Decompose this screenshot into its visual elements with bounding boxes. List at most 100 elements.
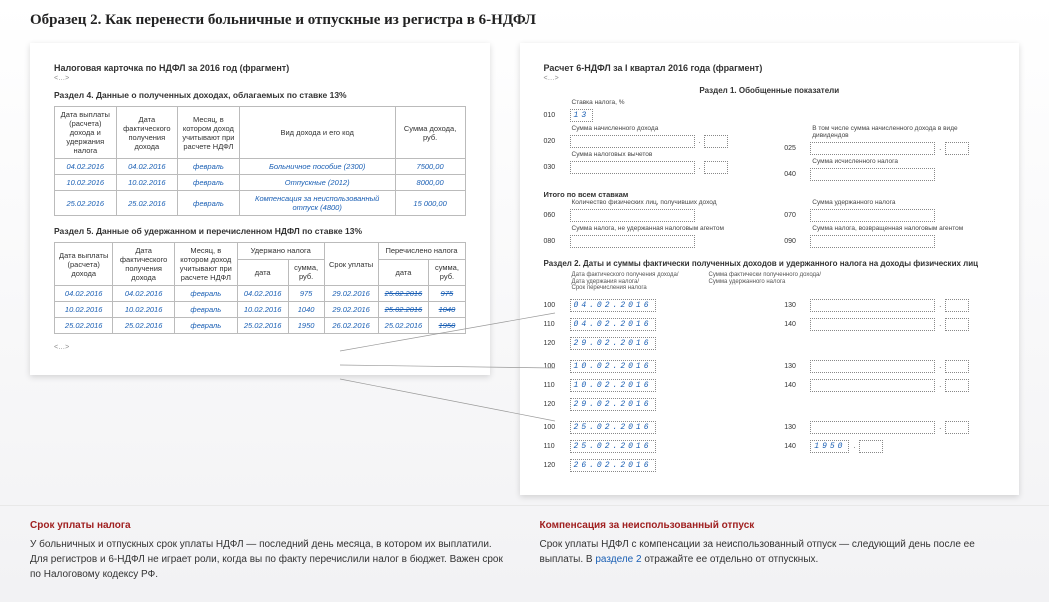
- t5-h4: Срок уплаты: [324, 243, 378, 286]
- date-block: 10004.02.2016130 . 11004.02.2016140 . 12…: [544, 296, 995, 353]
- amount-box-dec: [945, 421, 969, 434]
- table-cell: 04.02.2016: [237, 286, 288, 302]
- itogo-label: Итого по всем ставкам: [544, 190, 995, 199]
- table-cell: 04.02.2016: [55, 286, 113, 302]
- col-left-label: Дата фактического получения дохода/ Дата…: [572, 272, 679, 292]
- l020-box: [570, 135, 695, 148]
- t5-sh-wd: дата: [237, 259, 288, 285]
- line-number: 120: [544, 462, 566, 469]
- table-cell: февраль: [178, 191, 240, 216]
- note-right-body-2: отражайте ее отдельно от отпускных.: [642, 554, 819, 565]
- left-panel-title: Налоговая карточка по НДФЛ за 2016 год (…: [54, 63, 466, 73]
- table-cell: 10.02.2016: [113, 302, 174, 318]
- table-cell: 29.02.2016: [324, 302, 378, 318]
- line-number: 110: [544, 321, 566, 328]
- t5-sh-ps: сумма, руб.: [429, 259, 465, 285]
- line-number: 140: [784, 321, 806, 328]
- l070: 070: [784, 212, 806, 219]
- line-number: 130: [784, 302, 806, 309]
- form-line: 10004.02.2016130 .: [544, 296, 995, 315]
- table-cell: 975: [429, 286, 465, 302]
- table-cell: 1950: [288, 318, 324, 334]
- l090: 090: [784, 238, 806, 245]
- l040-box: [810, 168, 935, 181]
- footnotes: Срок уплаты налога У больничных и отпуск…: [0, 505, 1049, 602]
- table-cell: 04.02.2016: [113, 286, 174, 302]
- note-left: Срок уплаты налога У больничных и отпуск…: [30, 518, 510, 582]
- section4-title: Раздел 4. Данные о полученных доходах, о…: [54, 90, 466, 100]
- l030-box: [570, 161, 695, 174]
- amount-box: [810, 299, 935, 312]
- table-cell: февраль: [174, 302, 237, 318]
- table-row: 04.02.201604.02.2016февраль04.02.2016975…: [55, 286, 466, 302]
- l030-label: Сумма налоговых вычетов: [572, 151, 755, 158]
- amount-box-dec: [945, 360, 969, 373]
- date-box: 26.02.2016: [570, 459, 656, 472]
- line-number: 100: [544, 302, 566, 309]
- l025-box2: [945, 142, 969, 155]
- line-number: 110: [544, 443, 566, 450]
- form-line: 120 26.02.2016: [544, 456, 995, 475]
- amount-box: [810, 421, 935, 434]
- right-panel-title: Расчет 6-НДФЛ за I квартал 2016 года (фр…: [544, 63, 995, 73]
- section5-title: Раздел 5. Данные об удержанном и перечис…: [54, 226, 466, 236]
- left-document-panel: Налоговая карточка по НДФЛ за 2016 год (…: [30, 43, 490, 375]
- rate-box: 13: [570, 109, 594, 122]
- l090-box: [810, 235, 935, 248]
- amount-box-dec: [945, 299, 969, 312]
- table-cell: 25.02.2016: [116, 191, 178, 216]
- table-cell: февраль: [178, 159, 240, 175]
- rate-label: Ставка налога, %: [572, 99, 995, 106]
- l080: 080: [544, 238, 566, 245]
- l030: 030: [544, 164, 566, 171]
- l080-box: [570, 235, 695, 248]
- form-line: 10025.02.2016130 .: [544, 418, 995, 437]
- table-cell: 10.02.2016: [55, 175, 117, 191]
- table-cell: 1040: [288, 302, 324, 318]
- date-box: 04.02.2016: [570, 299, 656, 312]
- l040: 040: [784, 171, 806, 178]
- table-cell: Компенсация за неиспользованный отпуск (…: [239, 191, 395, 216]
- table-cell: 1040: [429, 302, 465, 318]
- table-cell: 26.02.2016: [324, 318, 378, 334]
- l025: 025: [784, 145, 806, 152]
- table-cell: 25.02.2016: [378, 318, 429, 334]
- date-block: 10010.02.2016130 . 11010.02.2016140 . 12…: [544, 357, 995, 414]
- t5-sh-pd: дата: [378, 259, 429, 285]
- table-section4: Дата выплаты (расчета) дохода и удержани…: [54, 106, 466, 216]
- t4-h1: Дата фактического получения дохода: [116, 107, 178, 159]
- table-cell: 8000,00: [395, 175, 465, 191]
- table-cell: 25.02.2016: [378, 286, 429, 302]
- table-cell: 10.02.2016: [116, 175, 178, 191]
- table-cell: 25.02.2016: [55, 318, 113, 334]
- l020: 020: [544, 138, 566, 145]
- date-box: 25.02.2016: [570, 440, 656, 453]
- l025-box: [810, 142, 935, 155]
- form-line: 10010.02.2016130 .: [544, 357, 995, 376]
- section1-title: Раздел 1. Обобщенные показатели: [544, 86, 995, 95]
- amount-box: 1950: [810, 440, 849, 453]
- ellipsis-2: <…>: [54, 344, 466, 351]
- table-cell: Отпускные (2012): [239, 175, 395, 191]
- note-left-title: Срок уплаты налога: [30, 518, 510, 533]
- table-cell: 25.02.2016: [237, 318, 288, 334]
- date-box: 10.02.2016: [570, 360, 656, 373]
- table-cell: 975: [288, 286, 324, 302]
- note-right-link[interactable]: разделе 2: [595, 554, 641, 565]
- section2-title: Раздел 2. Даты и суммы фактически получе…: [544, 259, 995, 268]
- l040-label: Сумма исчисленного налога: [812, 158, 995, 165]
- col-right-label: Сумма фактически полученного дохода/ Сум…: [709, 272, 996, 292]
- table-cell: февраль: [178, 175, 240, 191]
- ellipsis: <…>: [54, 75, 466, 82]
- date-box: 29.02.2016: [570, 337, 656, 350]
- note-right-body: Срок уплаты НДФЛ с компенсации за неиспо…: [540, 537, 1020, 567]
- note-right-title: Компенсация за неиспользованный отпуск: [540, 518, 1020, 533]
- panels-container: Налоговая карточка по НДФЛ за 2016 год (…: [0, 33, 1049, 495]
- line-number: 110: [544, 382, 566, 389]
- amount-box-dec: [859, 440, 883, 453]
- l060: 060: [544, 212, 566, 219]
- date-block: 10025.02.2016130 . 11025.02.20161401950.…: [544, 418, 995, 475]
- table-cell: 10.02.2016: [55, 302, 113, 318]
- amount-box: [810, 360, 935, 373]
- table-cell: 04.02.2016: [116, 159, 178, 175]
